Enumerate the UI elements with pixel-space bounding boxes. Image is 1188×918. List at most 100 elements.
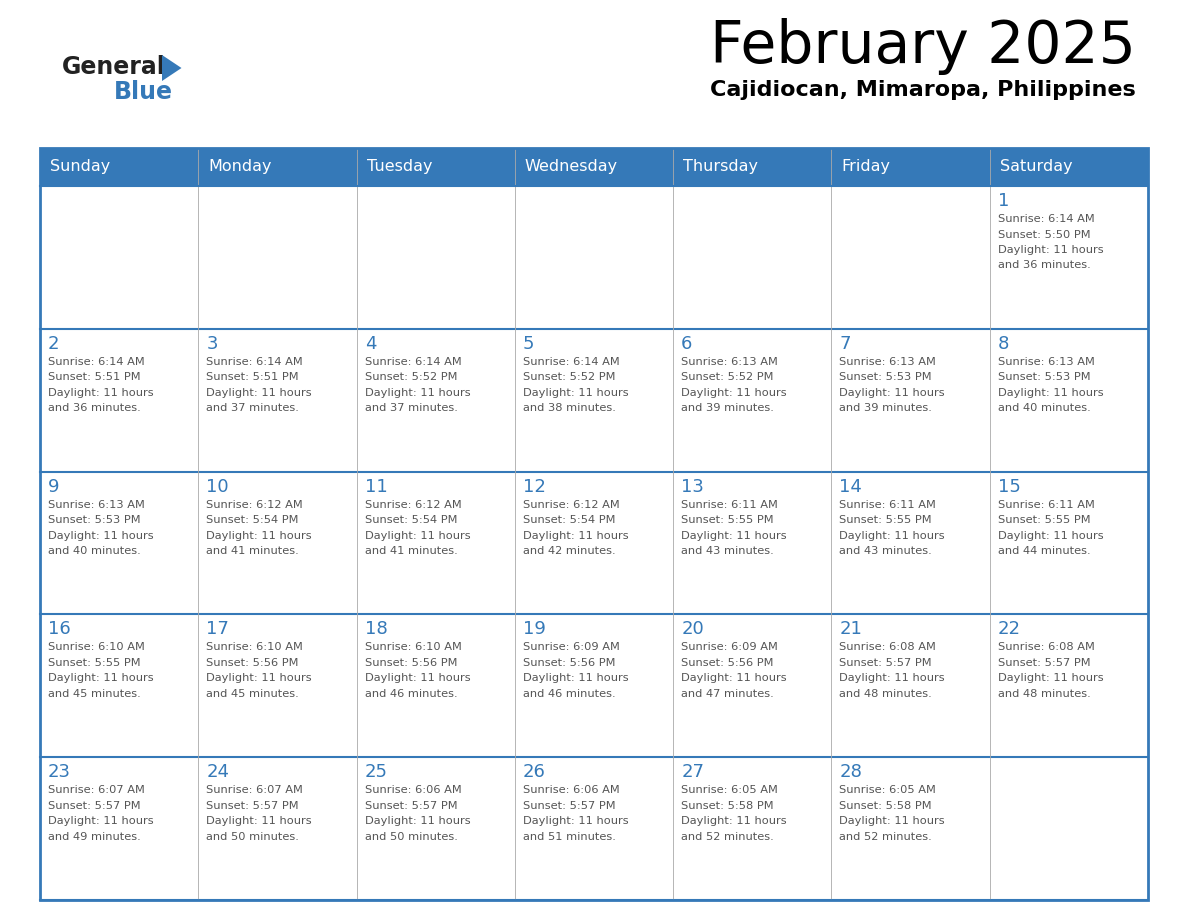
Text: February 2025: February 2025	[710, 18, 1136, 75]
Bar	[40, 148, 1148, 900]
Polygon shape	[162, 55, 182, 81]
Text: Sunrise: 6:14 AM: Sunrise: 6:14 AM	[998, 214, 1094, 224]
Text: and 49 minutes.: and 49 minutes.	[48, 832, 140, 842]
Bar	[198, 472, 356, 614]
Text: Sunrise: 6:09 AM: Sunrise: 6:09 AM	[523, 643, 620, 653]
Text: Sunrise: 6:07 AM: Sunrise: 6:07 AM	[207, 785, 303, 795]
Text: 16: 16	[48, 621, 71, 638]
Text: Daylight: 11 hours: Daylight: 11 hours	[48, 816, 153, 826]
Text: Sunset: 5:57 PM: Sunset: 5:57 PM	[207, 800, 299, 811]
Text: Sunset: 5:53 PM: Sunset: 5:53 PM	[48, 515, 140, 525]
Text: Daylight: 11 hours: Daylight: 11 hours	[998, 674, 1104, 683]
Bar	[198, 757, 356, 900]
Text: 23: 23	[48, 763, 71, 781]
Text: Sunset: 5:52 PM: Sunset: 5:52 PM	[681, 373, 773, 382]
Text: 8: 8	[998, 335, 1009, 353]
Bar	[832, 757, 990, 900]
Text: 1: 1	[998, 192, 1009, 210]
Bar	[990, 757, 1148, 900]
Text: Sunrise: 6:13 AM: Sunrise: 6:13 AM	[998, 357, 1094, 367]
Bar	[674, 472, 832, 614]
Text: Daylight: 11 hours: Daylight: 11 hours	[523, 816, 628, 826]
Text: Sunrise: 6:11 AM: Sunrise: 6:11 AM	[840, 499, 936, 509]
Text: Sunset: 5:57 PM: Sunset: 5:57 PM	[365, 800, 457, 811]
Text: Sunset: 5:57 PM: Sunset: 5:57 PM	[998, 658, 1091, 668]
Text: 27: 27	[681, 763, 704, 781]
Text: 4: 4	[365, 335, 377, 353]
Text: Sunrise: 6:11 AM: Sunrise: 6:11 AM	[998, 499, 1094, 509]
Text: 11: 11	[365, 477, 387, 496]
Text: Daylight: 11 hours: Daylight: 11 hours	[365, 531, 470, 541]
Text: and 50 minutes.: and 50 minutes.	[365, 832, 457, 842]
Text: Daylight: 11 hours: Daylight: 11 hours	[48, 531, 153, 541]
Text: and 46 minutes.: and 46 minutes.	[523, 688, 615, 699]
Text: Daylight: 11 hours: Daylight: 11 hours	[840, 816, 944, 826]
Bar	[990, 472, 1148, 614]
Text: and 40 minutes.: and 40 minutes.	[998, 403, 1091, 413]
Text: 21: 21	[840, 621, 862, 638]
Text: 12: 12	[523, 477, 545, 496]
Text: Daylight: 11 hours: Daylight: 11 hours	[365, 674, 470, 683]
Bar	[514, 757, 674, 900]
Text: Daylight: 11 hours: Daylight: 11 hours	[840, 674, 944, 683]
Bar	[674, 329, 832, 472]
Text: Sunrise: 6:05 AM: Sunrise: 6:05 AM	[840, 785, 936, 795]
Bar	[40, 614, 198, 757]
Text: Sunset: 5:57 PM: Sunset: 5:57 PM	[523, 800, 615, 811]
Text: Sunset: 5:55 PM: Sunset: 5:55 PM	[48, 658, 140, 668]
Bar	[514, 329, 674, 472]
Text: 28: 28	[840, 763, 862, 781]
Text: Daylight: 11 hours: Daylight: 11 hours	[48, 387, 153, 397]
Text: Sunrise: 6:06 AM: Sunrise: 6:06 AM	[365, 785, 461, 795]
Bar	[40, 148, 1148, 186]
Bar	[990, 614, 1148, 757]
Text: Sunrise: 6:14 AM: Sunrise: 6:14 AM	[207, 357, 303, 367]
Text: 13: 13	[681, 477, 704, 496]
Bar	[514, 472, 674, 614]
Text: Daylight: 11 hours: Daylight: 11 hours	[681, 816, 786, 826]
Text: Sunrise: 6:05 AM: Sunrise: 6:05 AM	[681, 785, 778, 795]
Text: Sunset: 5:56 PM: Sunset: 5:56 PM	[365, 658, 457, 668]
Text: 24: 24	[207, 763, 229, 781]
Text: and 37 minutes.: and 37 minutes.	[207, 403, 299, 413]
Text: 26: 26	[523, 763, 545, 781]
Text: and 40 minutes.: and 40 minutes.	[48, 546, 140, 556]
Text: and 44 minutes.: and 44 minutes.	[998, 546, 1091, 556]
Bar	[356, 472, 514, 614]
Bar	[674, 757, 832, 900]
Text: 3: 3	[207, 335, 217, 353]
Text: Sunrise: 6:14 AM: Sunrise: 6:14 AM	[365, 357, 461, 367]
Text: and 45 minutes.: and 45 minutes.	[207, 688, 299, 699]
Text: and 45 minutes.: and 45 minutes.	[48, 688, 140, 699]
Bar	[198, 614, 356, 757]
Bar	[514, 614, 674, 757]
Text: Sunset: 5:55 PM: Sunset: 5:55 PM	[840, 515, 933, 525]
Text: and 42 minutes.: and 42 minutes.	[523, 546, 615, 556]
Bar	[832, 614, 990, 757]
Text: Sunset: 5:52 PM: Sunset: 5:52 PM	[523, 373, 615, 382]
Bar	[40, 186, 198, 329]
Text: Sunset: 5:53 PM: Sunset: 5:53 PM	[840, 373, 933, 382]
Text: Sunrise: 6:09 AM: Sunrise: 6:09 AM	[681, 643, 778, 653]
Text: Thursday: Thursday	[683, 160, 758, 174]
Text: Sunrise: 6:08 AM: Sunrise: 6:08 AM	[998, 643, 1094, 653]
Text: Sunrise: 6:12 AM: Sunrise: 6:12 AM	[523, 499, 620, 509]
Bar	[674, 614, 832, 757]
Text: Sunrise: 6:11 AM: Sunrise: 6:11 AM	[681, 499, 778, 509]
Text: Daylight: 11 hours: Daylight: 11 hours	[207, 531, 312, 541]
Text: Sunset: 5:54 PM: Sunset: 5:54 PM	[207, 515, 299, 525]
Text: Sunset: 5:51 PM: Sunset: 5:51 PM	[207, 373, 299, 382]
Text: Daylight: 11 hours: Daylight: 11 hours	[365, 816, 470, 826]
Text: Daylight: 11 hours: Daylight: 11 hours	[998, 245, 1104, 255]
Text: Daylight: 11 hours: Daylight: 11 hours	[207, 674, 312, 683]
Text: and 48 minutes.: and 48 minutes.	[998, 688, 1091, 699]
Text: Sunrise: 6:10 AM: Sunrise: 6:10 AM	[48, 643, 145, 653]
Text: and 38 minutes.: and 38 minutes.	[523, 403, 615, 413]
Bar	[832, 329, 990, 472]
Text: 6: 6	[681, 335, 693, 353]
Text: Sunrise: 6:12 AM: Sunrise: 6:12 AM	[365, 499, 461, 509]
Text: Sunrise: 6:06 AM: Sunrise: 6:06 AM	[523, 785, 620, 795]
Text: 17: 17	[207, 621, 229, 638]
Text: and 39 minutes.: and 39 minutes.	[681, 403, 775, 413]
Text: Sunset: 5:57 PM: Sunset: 5:57 PM	[840, 658, 933, 668]
